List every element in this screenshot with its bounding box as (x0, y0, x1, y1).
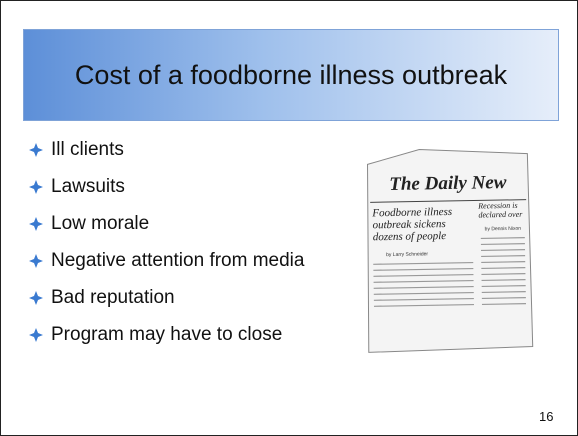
title: Cost of a foodborne illness outbreak (74, 59, 508, 90)
text-line (481, 285, 526, 288)
text-line (481, 291, 526, 294)
body-text-lines (373, 237, 526, 307)
side-headline: Recession isdeclared over (477, 201, 523, 220)
text-line (481, 303, 526, 306)
text-line (373, 279, 474, 283)
newspaper: The Daily New Foodborne illnessoutbreak … (367, 148, 534, 353)
text-line (480, 237, 525, 240)
bullet: Lawsuits (27, 172, 347, 202)
bullet-icon (29, 328, 43, 342)
bullet: Negative attention from media (27, 246, 347, 276)
text-line (373, 291, 474, 295)
bullet: Ill clients (27, 135, 347, 165)
title-box: Cost of a foodborne illness outbreak (23, 29, 559, 121)
text-line (373, 303, 474, 307)
bullet-text: Low morale (51, 213, 150, 234)
bullet: Bad reputation (27, 283, 347, 313)
text-line (373, 261, 474, 265)
text-line (481, 279, 526, 282)
side-byline: by Dennis Nixon (485, 226, 522, 233)
bullet-text: Negative attention from media (51, 250, 305, 271)
bullet-icon (29, 254, 43, 268)
bullet: Program may have to close (27, 320, 347, 350)
text-line (481, 261, 526, 264)
bullet-list: Ill clients Lawsuits Low morale Negative at… (27, 135, 347, 357)
bullet-icon (29, 291, 43, 305)
byline: by Larry Schneider (386, 251, 428, 258)
text-line (373, 267, 474, 271)
bullet-text: Ill clients (51, 139, 124, 160)
bullet-icon (29, 180, 43, 194)
text-line (373, 273, 474, 277)
page-number: 16 (539, 409, 554, 424)
bullet-text: Lawsuits (51, 176, 125, 197)
bullet: Low morale (27, 209, 347, 239)
text-line (481, 273, 526, 276)
text-line (481, 267, 526, 270)
bullet-text: Program may have to close (51, 324, 283, 345)
text-line (373, 297, 474, 301)
text-line (481, 255, 526, 258)
masthead: The Daily New (389, 172, 507, 195)
bullet-icon (29, 143, 43, 157)
text-line (481, 249, 526, 252)
text-line (481, 297, 526, 300)
text-line (480, 243, 525, 246)
text-line (373, 285, 474, 289)
headline: Foodborne illnessoutbreak sickensdozens … (371, 206, 452, 243)
rule (370, 199, 527, 203)
bullet-text: Bad reputation (51, 287, 175, 308)
bullet-icon (29, 217, 43, 231)
